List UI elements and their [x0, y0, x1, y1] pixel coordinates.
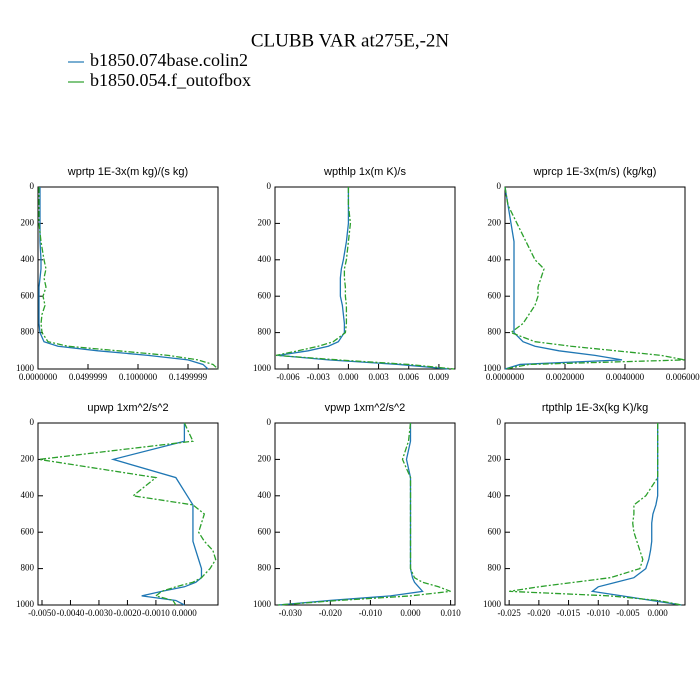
profile-line [110, 423, 203, 606]
x-tick-label: -0.030 [279, 608, 303, 618]
profile-line [278, 423, 424, 606]
y-tick-label: 600 [488, 290, 502, 300]
x-tick-label: -0.0030 [85, 608, 113, 618]
y-tick-label: 800 [258, 563, 272, 573]
legend-label: b1850.054.f_outofbox [90, 70, 251, 90]
x-tick-label: 0.1499999 [169, 372, 208, 382]
y-tick-label: 200 [488, 217, 502, 227]
y-tick-label: 600 [488, 526, 502, 536]
x-tick-label: 0.0020000 [546, 372, 585, 382]
panel-title: wprtp 1E-3x(m kg)/(s kg) [67, 166, 188, 178]
y-tick-label: 800 [488, 563, 502, 573]
y-tick-label: 800 [258, 327, 272, 337]
legend-label: b1850.074base.colin2 [90, 50, 248, 70]
x-tick-label: 0.0040000 [606, 372, 645, 382]
y-tick-label: 400 [21, 490, 35, 500]
y-tick-label: 200 [258, 453, 272, 463]
x-tick-label: 0.1000000 [119, 372, 158, 382]
y-tick-label: 0 [497, 417, 502, 427]
y-tick-label: 0 [267, 181, 272, 191]
y-tick-label: 1000 [483, 363, 502, 373]
y-tick-label: 0 [30, 181, 35, 191]
y-tick-label: 800 [21, 327, 35, 337]
x-tick-label: 0.003 [368, 372, 389, 382]
profile-line [39, 422, 217, 606]
y-tick-label: 200 [21, 453, 35, 463]
x-tick-label: -0.003 [307, 372, 331, 382]
y-tick-label: 1000 [253, 363, 272, 373]
plot-frame [37, 422, 219, 606]
x-tick-label: -0.010 [587, 608, 611, 618]
x-tick-label: -0.015 [557, 608, 581, 618]
plot-frame [37, 186, 219, 370]
x-tick-label: 0.0060000 [666, 372, 700, 382]
x-tick-label: -0.010 [359, 608, 383, 618]
profile-line [504, 186, 686, 370]
panel-title: wprcp 1E-3x(m/s) (kg/kg) [533, 166, 657, 178]
y-tick-label: 400 [258, 490, 272, 500]
plot-frame [504, 186, 686, 370]
panel-title: upwp 1xm^2/s^2 [87, 402, 168, 414]
y-tick-label: 800 [488, 327, 502, 337]
profile-line [277, 187, 450, 370]
x-tick-label: 0.010 [440, 608, 461, 618]
plot-frame [274, 186, 456, 370]
profile-line [275, 187, 455, 370]
figure-title: CLUBB VAR at275E,-2N [251, 30, 450, 51]
y-tick-label: 200 [258, 217, 272, 227]
x-tick-label: 0.000 [648, 608, 669, 618]
y-tick-label: 0 [267, 417, 272, 427]
profile-line [509, 423, 682, 606]
x-tick-label: 0.0000000 [19, 372, 58, 382]
y-tick-label: 1000 [16, 363, 35, 373]
y-tick-label: 600 [258, 290, 272, 300]
y-tick-label: 0 [497, 181, 502, 191]
x-tick-label: 0.000 [400, 608, 421, 618]
y-tick-label: 1000 [16, 599, 35, 609]
x-tick-label: -0.0020 [114, 608, 142, 618]
profile-line [504, 186, 623, 370]
x-tick-label: -0.0050 [28, 608, 56, 618]
x-tick-label: -0.025 [498, 608, 522, 618]
y-tick-label: 400 [258, 254, 272, 264]
y-tick-label: 200 [488, 453, 502, 463]
y-tick-label: 0 [30, 417, 35, 427]
x-tick-label: -0.020 [527, 608, 551, 618]
y-tick-label: 600 [21, 290, 35, 300]
plot-frame [274, 422, 456, 606]
x-tick-label: 0.009 [429, 372, 450, 382]
y-tick-label: 800 [21, 563, 35, 573]
y-tick-label: 1000 [253, 599, 272, 609]
x-tick-label: 0.000 [338, 372, 359, 382]
x-tick-label: 0.006 [399, 372, 420, 382]
y-tick-label: 400 [21, 254, 35, 264]
x-tick-label: 0.0000 [172, 608, 197, 618]
profile-line [38, 187, 209, 370]
x-tick-label: -0.020 [319, 608, 343, 618]
y-tick-label: 200 [21, 217, 35, 227]
y-tick-label: 400 [488, 254, 502, 264]
y-tick-label: 600 [258, 526, 272, 536]
profile-line [278, 422, 451, 606]
panel-title: wpthlp 1x(m K)/s [323, 166, 406, 178]
panel-title: vpwp 1xm^2/s^2 [325, 402, 406, 414]
y-tick-label: 400 [488, 490, 502, 500]
x-tick-label: -0.006 [276, 372, 300, 382]
plot-frame [504, 422, 686, 606]
x-tick-label: -0.0040 [57, 608, 85, 618]
panel-title: rtpthlp 1E-3x(kg K)/kg [542, 402, 648, 414]
profile-line [38, 187, 219, 370]
x-tick-label: 0.0000000 [486, 372, 525, 382]
y-tick-label: 600 [21, 526, 35, 536]
y-tick-label: 1000 [483, 599, 502, 609]
profile-line [590, 423, 682, 606]
x-tick-label: 0.0499999 [69, 372, 108, 382]
x-tick-label: -0.0010 [142, 608, 170, 618]
x-tick-label: -0.005 [616, 608, 640, 618]
